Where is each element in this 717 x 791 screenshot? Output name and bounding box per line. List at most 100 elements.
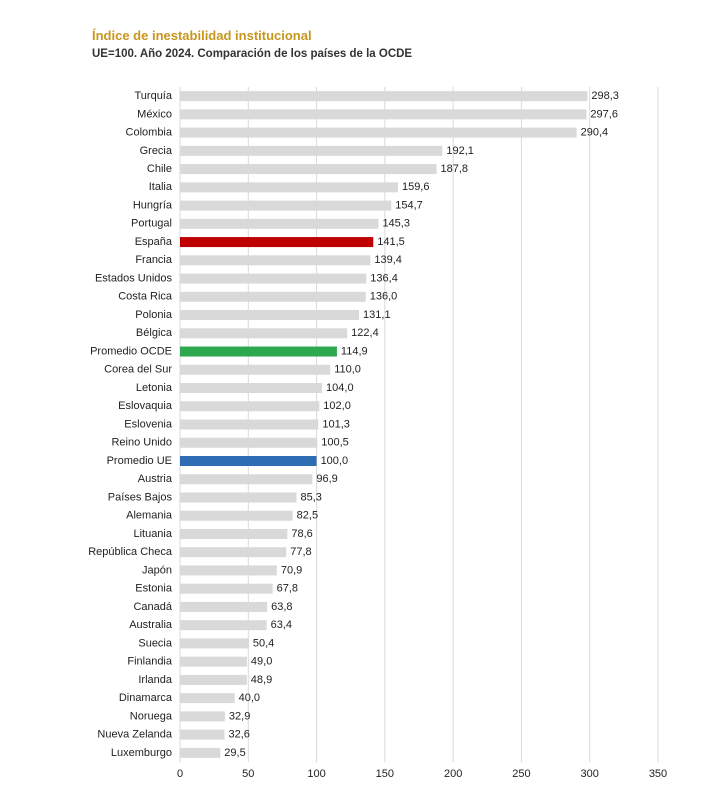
bar	[180, 218, 379, 229]
value-label: 187,8	[440, 163, 468, 175]
y-tick-label: Francia	[135, 254, 173, 266]
value-label: 32,9	[229, 710, 250, 722]
y-tick-label: Promedio UE	[107, 455, 172, 467]
bar	[180, 711, 225, 722]
value-label: 101,3	[322, 418, 350, 430]
y-tick-label: Promedio OCDE	[90, 345, 172, 357]
x-tick-label: 200	[444, 768, 462, 780]
value-label: 70,9	[281, 564, 302, 576]
value-label: 192,1	[446, 145, 474, 157]
value-label: 141,5	[377, 236, 405, 248]
bar	[180, 565, 277, 576]
x-tick-label: 150	[376, 768, 394, 780]
x-tick-label: 300	[581, 768, 599, 780]
bar	[180, 383, 323, 394]
y-tick-label: Bélgica	[136, 327, 173, 339]
y-tick-label: Noruega	[130, 710, 173, 722]
value-label: 96,9	[316, 473, 337, 485]
y-tick-label: Japón	[142, 564, 172, 576]
value-label: 136,0	[370, 291, 398, 303]
value-label: 159,6	[402, 181, 430, 193]
value-label: 100,0	[321, 455, 349, 467]
y-tick-label: Grecia	[140, 145, 173, 157]
bar	[180, 182, 398, 193]
bar	[180, 620, 267, 631]
x-tick-label: 350	[649, 768, 667, 780]
y-tick-label: México	[137, 108, 172, 120]
value-label: 102,0	[323, 400, 351, 412]
y-tick-label: Lituania	[133, 528, 172, 540]
bar	[180, 437, 318, 448]
y-tick-label: Estados Unidos	[95, 272, 173, 284]
y-tick-label: República Checa	[88, 546, 173, 558]
y-tick-label: Letonia	[136, 382, 173, 394]
bar	[180, 455, 317, 466]
value-label: 297,6	[590, 108, 618, 120]
bar	[180, 656, 247, 667]
y-tick-label: Costa Rica	[118, 291, 173, 303]
value-label: 290,4	[581, 127, 609, 139]
y-tick-label: Finlandia	[127, 656, 173, 668]
x-tick-label: 0	[177, 768, 183, 780]
value-label: 154,7	[395, 199, 423, 211]
bar	[180, 510, 293, 521]
y-tick-label: Italia	[149, 181, 173, 193]
y-tick-label: Eslovaquia	[118, 400, 173, 412]
bar	[180, 164, 437, 175]
value-label: 298,3	[591, 90, 619, 102]
value-label: 49,0	[251, 656, 272, 668]
value-label: 100,5	[321, 437, 349, 449]
value-label: 67,8	[277, 583, 298, 595]
y-tick-label: Estonia	[135, 583, 173, 595]
bar	[180, 747, 221, 758]
bar	[180, 145, 443, 156]
y-tick-label: Nueva Zelanda	[97, 729, 172, 741]
bar	[180, 419, 319, 430]
y-tick-label: Colombia	[126, 127, 173, 139]
y-tick-label: Turquía	[134, 90, 172, 102]
y-tick-label: Polonia	[135, 309, 173, 321]
bar	[180, 693, 235, 704]
bar	[180, 291, 366, 302]
value-label: 63,8	[271, 601, 292, 613]
y-tick-label: Chile	[147, 163, 172, 175]
x-tick-label: 250	[512, 768, 530, 780]
y-tick-label: Irlanda	[138, 674, 173, 686]
bar	[180, 273, 367, 284]
chart-title: Índice de inestabilidad institucional	[92, 28, 312, 43]
value-label: 29,5	[224, 747, 245, 759]
y-tick-label: Portugal	[131, 218, 172, 230]
bar	[180, 401, 320, 412]
y-tick-label: Dinamarca	[119, 692, 173, 704]
bar	[180, 364, 331, 375]
y-tick-label: Suecia	[138, 637, 173, 649]
bar	[180, 583, 273, 594]
y-tick-label: Luxemburgo	[111, 747, 172, 759]
y-tick-label: Australia	[129, 619, 173, 631]
value-label: 131,1	[363, 309, 391, 321]
bar	[180, 528, 288, 539]
value-label: 78,6	[291, 528, 312, 540]
bar	[180, 328, 348, 339]
bar	[180, 547, 287, 558]
value-label: 122,4	[351, 327, 379, 339]
y-tick-label: Canadá	[133, 601, 172, 613]
bar	[180, 729, 225, 740]
bar	[180, 255, 371, 266]
value-label: 110,0	[334, 364, 361, 376]
bar	[180, 346, 337, 357]
bar	[180, 674, 247, 685]
chart-subtitle: UE=100. Año 2024. Comparación de los paí…	[92, 48, 412, 60]
bar	[180, 109, 587, 120]
value-label: 82,5	[297, 510, 318, 522]
bar	[180, 237, 374, 248]
y-tick-label: España	[135, 236, 173, 248]
bar	[180, 127, 577, 138]
value-label: 114,9	[341, 345, 368, 357]
value-label: 139,4	[374, 254, 402, 266]
x-tick-label: 50	[242, 768, 254, 780]
value-label: 104,0	[326, 382, 354, 394]
value-label: 85,3	[300, 491, 321, 503]
bar	[180, 638, 249, 649]
y-tick-label: Corea del Sur	[104, 364, 172, 376]
